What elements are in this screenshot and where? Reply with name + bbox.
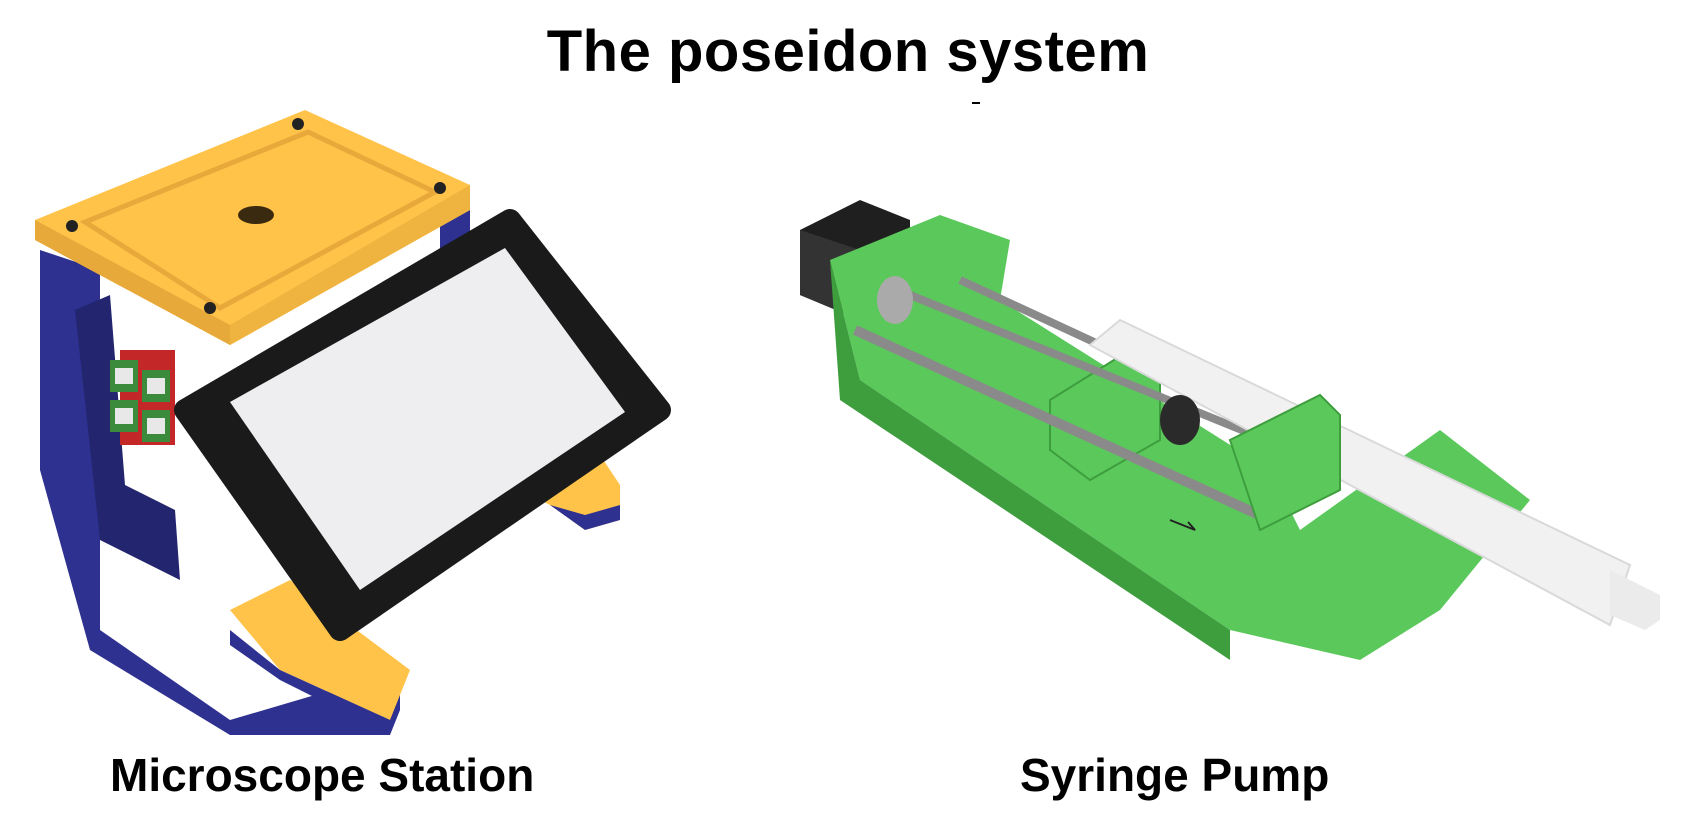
syringe-pump-illustration	[800, 200, 1660, 660]
page-title: The poseidon system	[546, 19, 1150, 84]
microscope-station-illustration	[35, 110, 671, 735]
decorative-mark	[972, 102, 980, 104]
syringe-pump-label: Syringe Pump	[1020, 749, 1330, 801]
microscope-station-label: Microscope Station	[110, 749, 535, 801]
syringe-pump-render	[800, 200, 1690, 700]
microscope-station-render	[30, 110, 730, 735]
